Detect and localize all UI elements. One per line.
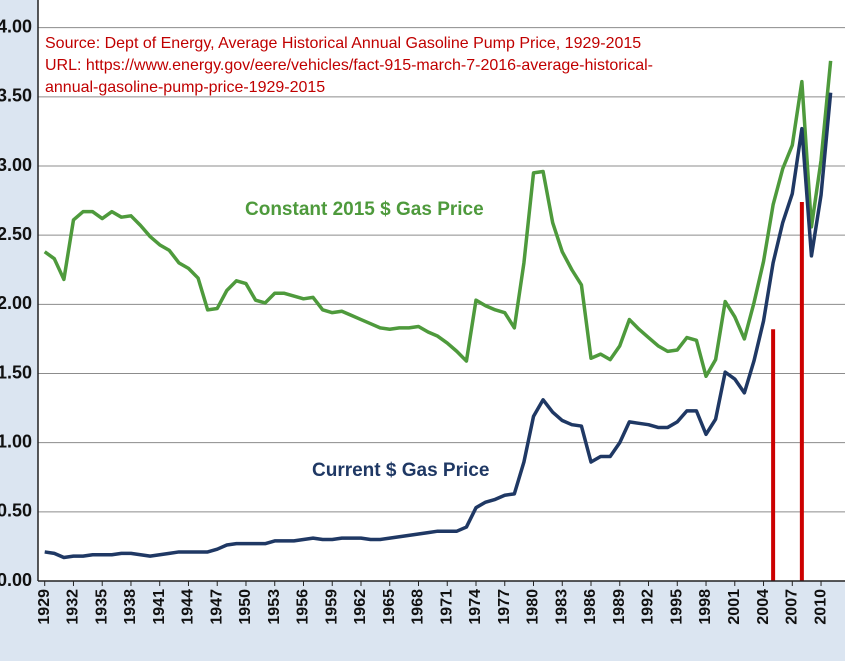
x-tick-label: 1980 (525, 589, 542, 625)
annotation: annual-gasoline-pump-price-1929-2015 (45, 79, 325, 96)
y-tick-label: $1.00 (0, 431, 32, 451)
x-tick-label: 1947 (208, 589, 225, 625)
y-tick-label: $4.00 (0, 16, 32, 36)
x-tick-label: 1935 (93, 589, 110, 625)
y-tick-label: $3.50 (0, 86, 32, 106)
series-label: Constant 2015 $ Gas Price (245, 199, 484, 220)
x-tick-label: 1995 (668, 589, 685, 625)
annotation: Source: Dept of Energy, Average Historic… (45, 35, 641, 52)
x-tick-label: 1938 (122, 589, 139, 625)
x-tick-label: 1992 (640, 589, 657, 625)
x-tick-label: 1977 (496, 589, 513, 625)
x-tick-label: 1956 (295, 589, 312, 625)
x-tick-label: 1965 (381, 589, 398, 625)
x-tick-label: 1974 (467, 589, 484, 625)
x-tick-label: 1986 (582, 589, 599, 625)
series-label: Current $ Gas Price (312, 460, 489, 481)
y-tick-label: $3.00 (0, 155, 32, 175)
x-tick-label: 1968 (410, 589, 427, 625)
series-line (44, 92, 833, 560)
x-tick-label: 1950 (237, 589, 254, 625)
y-tick-label: $1.50 (0, 362, 32, 382)
y-tick-label: $2.50 (0, 224, 32, 244)
x-tick-label: 1959 (323, 589, 340, 625)
y-tick-label: $0.00 (0, 570, 32, 590)
x-tick-label: 1932 (65, 589, 82, 625)
x-tick-label: 1983 (553, 589, 570, 625)
x-tick-label: 1971 (438, 589, 455, 625)
y-tick-label: $2.00 (0, 293, 32, 313)
x-tick-label: 2004 (755, 589, 772, 625)
x-tick-label: 1998 (697, 589, 714, 625)
x-tick-label: 1962 (352, 589, 369, 625)
x-tick-label: 1929 (36, 589, 53, 625)
annotation: URL: https://www.energy.gov/eere/vehicle… (45, 57, 653, 74)
x-tick-label: 1953 (266, 589, 283, 625)
y-tick-label: $0.50 (0, 501, 32, 521)
x-tick-label: 1944 (180, 589, 197, 625)
x-tick-label: 2001 (726, 589, 743, 625)
x-tick-label: 1989 (611, 589, 628, 625)
x-tick-label: 2007 (784, 589, 801, 625)
series-line (43, 60, 833, 379)
x-tick-label: 2010 (812, 589, 829, 625)
x-tick-label: 1941 (151, 589, 168, 625)
